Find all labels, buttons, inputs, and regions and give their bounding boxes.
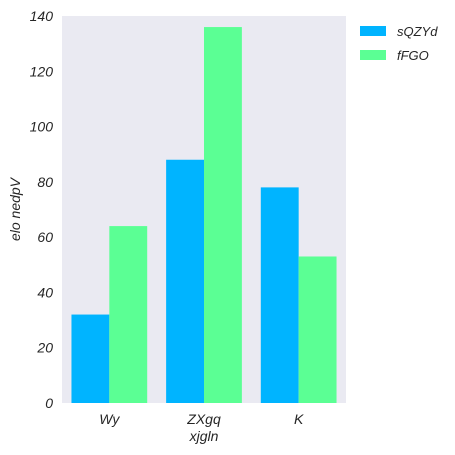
y-tick-label: 0 <box>45 395 53 411</box>
y-axis-label: elo nedpV <box>7 176 23 241</box>
legend-swatch <box>360 26 386 36</box>
bar-sQZYd-K <box>260 187 299 403</box>
bar-fFGO-K <box>298 256 337 403</box>
bar-fFGO-ZXgq <box>204 27 242 404</box>
y-tick-label: 20 <box>36 340 53 356</box>
x-axis-ticks: Wy ZXgq K <box>99 411 304 427</box>
x-tick-label: K <box>294 411 304 427</box>
y-tick-label: 60 <box>37 229 53 245</box>
bar-sQZYd-ZXgq <box>166 159 204 403</box>
y-tick-label: 120 <box>30 63 54 79</box>
y-tick-label: 100 <box>30 119 54 135</box>
x-axis-label: xjgln <box>189 428 219 444</box>
y-tick-label: 40 <box>37 284 53 300</box>
bar-sQZYd-Wy <box>71 314 110 403</box>
y-tick-label: 80 <box>37 174 53 190</box>
y-tick-label: 140 <box>30 8 54 24</box>
legend-label: sQZYd <box>397 24 438 39</box>
x-tick-label: ZXgq <box>186 411 221 427</box>
legend-swatch <box>360 50 386 60</box>
y-axis-ticks: 0 20 40 60 80 100 120 140 <box>30 8 54 411</box>
legend-label: fFGO <box>397 48 429 63</box>
x-tick-label: Wy <box>99 411 120 427</box>
bars-group <box>71 27 337 404</box>
bar-fFGO-Wy <box>109 226 148 403</box>
legend: sQZYd fFGO <box>360 24 438 63</box>
